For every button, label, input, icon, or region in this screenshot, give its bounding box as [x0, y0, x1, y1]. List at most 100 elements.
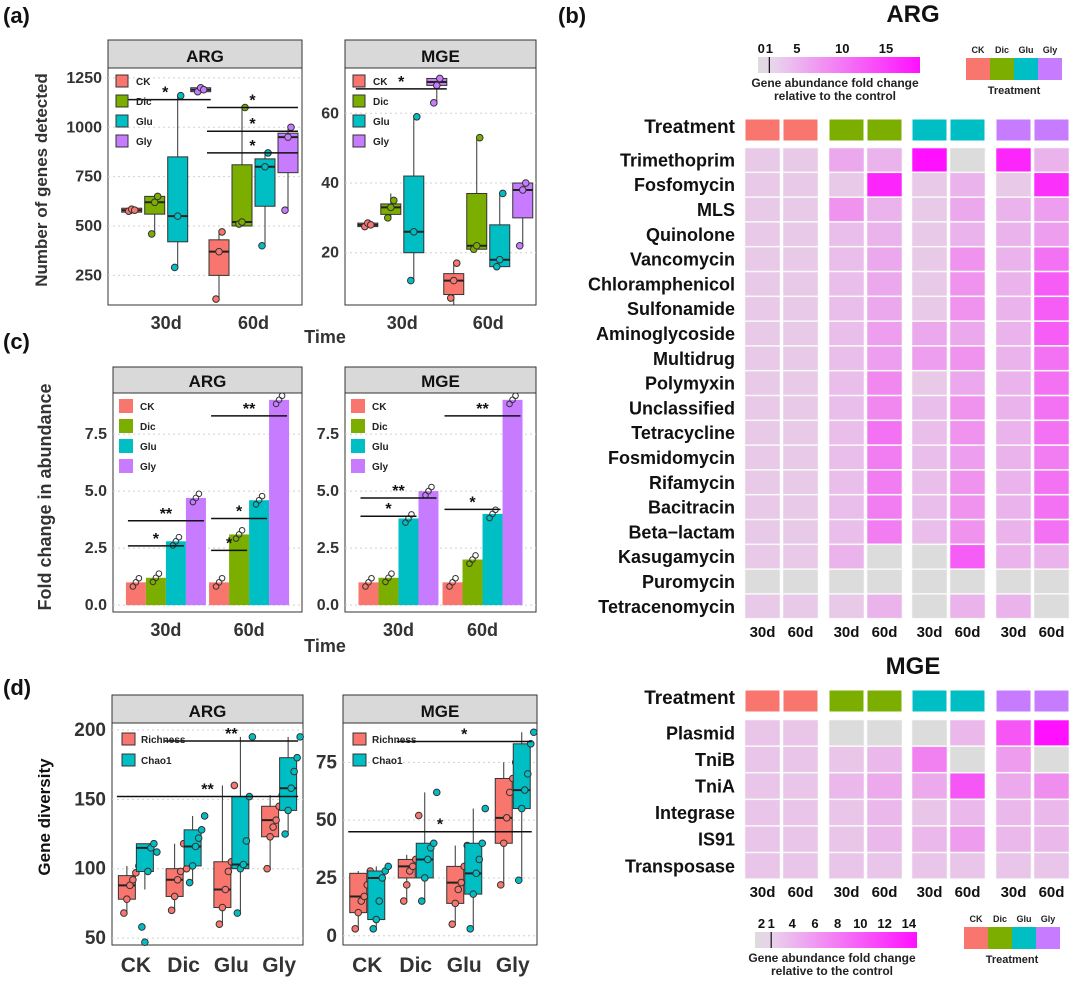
heatmap-cell	[911, 445, 948, 470]
data-point	[432, 788, 441, 797]
heatmap-row-label: Sulfonamide	[627, 299, 735, 319]
heatmap-cell	[995, 494, 1032, 520]
x-tick-label: CK	[121, 954, 151, 977]
heatmap-cell	[1033, 594, 1070, 619]
heatmap-cell	[744, 719, 781, 746]
data-point	[258, 492, 266, 500]
heatmap-cell	[782, 395, 819, 421]
heatmap-cell	[828, 197, 865, 222]
legend-swatch	[121, 753, 136, 767]
data-point	[147, 230, 156, 238]
data-point	[475, 133, 484, 142]
heatmap-cell	[949, 197, 986, 222]
treatment-legend-label: Gly	[1043, 45, 1058, 55]
data-point	[153, 848, 161, 856]
heatmap-cell	[782, 296, 819, 321]
color-legend-tick: 6	[811, 916, 818, 931]
heatmap-cell	[782, 321, 819, 346]
data-point	[284, 806, 292, 815]
treatment-legend-caption: Treatment	[988, 85, 1041, 97]
heatmap-cell	[911, 246, 948, 272]
heatmap-cell	[866, 246, 903, 272]
heatmap-cell	[995, 470, 1032, 495]
heatmap-cell	[911, 147, 948, 173]
box	[403, 175, 425, 254]
data-point	[399, 897, 408, 905]
bar	[145, 577, 166, 606]
heatmap-cell	[828, 321, 865, 346]
data-point	[498, 189, 507, 198]
treatment-cell	[744, 118, 781, 142]
data-point	[150, 198, 159, 207]
heatmap-column-label: 60d	[788, 884, 814, 901]
heatmap-cell	[995, 321, 1032, 346]
facet-strip	[107, 39, 303, 69]
heatmap-cell	[995, 519, 1032, 545]
y-tick-label: 7.5	[317, 426, 339, 443]
data-point	[478, 839, 487, 848]
heatmap-row-label: Trimethoprim	[620, 150, 735, 170]
heatmap-column-label: 30d	[750, 884, 776, 901]
color-legend-tick: 5	[793, 41, 800, 56]
heatmap-row-label: Multidrug	[653, 349, 735, 369]
treatment-legend-swatch	[1036, 927, 1060, 949]
x-tick-label: 60d	[234, 620, 265, 640]
data-point	[296, 733, 304, 741]
heatmap-cell	[828, 246, 865, 272]
data-point	[492, 262, 501, 271]
heatmap-cell	[828, 395, 865, 421]
color-legend-tick: 10	[853, 916, 867, 931]
legend-label: Dic	[372, 422, 388, 433]
significance-label: *	[236, 503, 243, 520]
treatment-legend-swatch	[1014, 58, 1038, 80]
data-point	[287, 123, 295, 132]
color-legend-tick: 1	[768, 916, 775, 931]
treatment-cell	[782, 689, 819, 713]
box	[167, 156, 189, 243]
data-point	[173, 212, 182, 220]
heatmap-cell	[949, 772, 986, 800]
color-legend-tick: 10	[835, 41, 849, 56]
bar	[398, 518, 419, 606]
box	[466, 192, 488, 250]
heatmap-cell	[911, 346, 948, 371]
heatmap-cell	[782, 172, 819, 197]
data-point	[472, 241, 481, 250]
data-point	[472, 552, 479, 559]
bar	[185, 497, 206, 606]
heatmap-column-label: 30d	[834, 624, 860, 641]
heatmap-cell	[995, 346, 1032, 371]
heatmap-cell	[828, 519, 865, 545]
data-point	[429, 839, 438, 848]
heatmap-cell	[782, 746, 819, 773]
treatment-cell	[782, 118, 819, 142]
y-tick-label: 5.0	[317, 483, 339, 500]
heatmap-cell	[911, 197, 948, 222]
data-point	[505, 788, 514, 797]
heatmap-cell	[949, 147, 986, 173]
legend-swatch	[351, 459, 365, 473]
data-point	[454, 885, 463, 894]
heatmap-cell	[995, 799, 1032, 826]
color-legend-tick: 14	[902, 916, 917, 931]
data-point	[449, 276, 458, 285]
box	[254, 158, 276, 207]
heatmap-cell	[911, 420, 948, 445]
heatmap-cell	[782, 445, 819, 470]
heatmap-cell	[866, 826, 903, 853]
heatmap-row-label: Tetracycline	[631, 423, 735, 443]
data-point	[388, 570, 395, 577]
y-tick-label: 2.5	[317, 540, 339, 557]
x-tick-label: Dic	[399, 954, 432, 977]
data-point	[523, 770, 532, 778]
box	[231, 796, 250, 870]
y-tick-label: 5.0	[85, 483, 107, 500]
heatmap-cell	[744, 852, 781, 879]
x-tick-label: 60d	[467, 620, 498, 640]
heatmap-cell	[744, 519, 781, 545]
treatment-legend-label: CK	[972, 45, 985, 55]
box	[208, 239, 230, 276]
treatment-cell	[995, 689, 1032, 713]
data-point	[420, 874, 429, 882]
